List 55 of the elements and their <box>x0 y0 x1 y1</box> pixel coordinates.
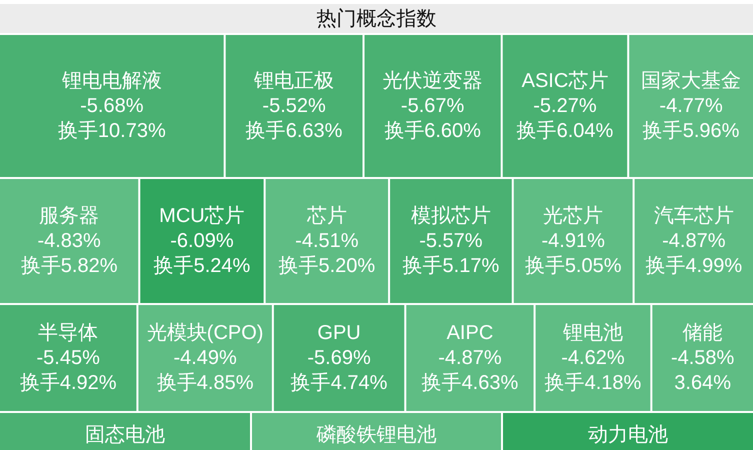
value-label: 换手10.73% <box>58 120 166 142</box>
cell-name: 锂电正极 <box>254 70 334 92</box>
value-label: 换手4.74% <box>290 372 388 394</box>
value-label: -5.52% <box>262 95 326 117</box>
cell-name: 模拟芯片 <box>410 205 491 228</box>
value-label: 换手5.20% <box>278 255 376 278</box>
value-label: -4.51% <box>295 230 359 252</box>
cell-name: 光伏逆变器 <box>382 70 483 92</box>
value-label: 换手5.05% <box>524 255 622 278</box>
value-label: 换手5.82% <box>20 255 118 278</box>
value-label: 3.64% <box>674 372 732 394</box>
cell-name: 锂电电解液 <box>62 70 162 92</box>
value-label: 换手4.92% <box>20 372 117 394</box>
cell-name: GPU <box>317 322 361 344</box>
cell-name: 动力电池 <box>588 424 668 446</box>
cell-name: 汽车芯片 <box>654 205 734 228</box>
value-label: 换手6.63% <box>246 120 342 142</box>
value-label: 换手6.04% <box>516 120 614 142</box>
cell-name: 磷酸铁锂电池 <box>316 424 436 446</box>
value-label: -5.67% <box>400 95 464 117</box>
value-label: 换手4.18% <box>544 372 642 394</box>
value-label: -6.09% <box>170 230 234 252</box>
value-label: -5.69% <box>307 347 371 370</box>
value-label: -4.62% <box>561 347 625 370</box>
value-label: -4.83% <box>37 230 101 252</box>
value-label: 换手5.24% <box>154 255 250 278</box>
value-label: -4.87% <box>438 347 502 370</box>
cell-name: 服务器 <box>39 205 100 228</box>
value-label: -4.91% <box>542 230 605 252</box>
value-label: -4.58% <box>670 347 734 370</box>
value-label: -4.49% <box>173 347 237 370</box>
value-label: 换手4.99% <box>645 255 742 278</box>
value-label: -5.45% <box>36 347 100 370</box>
value-label: -4.87% <box>662 230 726 252</box>
value-label: 换手4.85% <box>156 372 254 394</box>
value-label: -5.27% <box>533 95 597 117</box>
cell-name: 固态电池 <box>85 424 165 446</box>
value-label: -5.68% <box>80 95 144 117</box>
cell-name: ASIC芯片 <box>522 70 608 92</box>
cell-name: 光芯片 <box>543 205 604 228</box>
cell-name: 国家大基金 <box>641 70 742 92</box>
cell-name: 光模块(CPO) <box>146 322 264 344</box>
cell-name: AIPC <box>446 322 494 344</box>
cell-name: 储能 <box>682 322 723 344</box>
cell-name: 锂电池 <box>562 322 623 344</box>
value-label: 换手6.60% <box>384 120 481 142</box>
cell-name: 半导体 <box>38 322 98 344</box>
value-label: -5.57% <box>419 230 483 252</box>
value-label: -4.77% <box>659 95 723 117</box>
value-label: 换手5.17% <box>402 255 500 278</box>
cell-name: MCU芯片 <box>159 205 245 228</box>
title: 热门概念指数 <box>316 8 436 30</box>
value-label: 换手5.96% <box>642 120 740 142</box>
cell-name: 芯片 <box>306 205 347 228</box>
value-label: 换手4.63% <box>422 372 518 394</box>
